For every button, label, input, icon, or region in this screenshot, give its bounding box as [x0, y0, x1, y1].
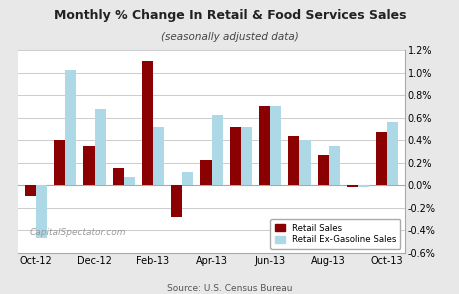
Bar: [258, 106, 269, 185]
Bar: [229, 127, 241, 185]
Bar: [94, 108, 106, 185]
Bar: [182, 172, 193, 185]
Bar: [328, 146, 339, 185]
Bar: [153, 127, 164, 185]
Text: Monthly % Change In Retail & Food Services Sales: Monthly % Change In Retail & Food Servic…: [54, 9, 405, 22]
Text: CapitalSpectator.com: CapitalSpectator.com: [30, 228, 126, 237]
Bar: [346, 185, 357, 188]
Text: (seasonally adjusted data): (seasonally adjusted data): [161, 32, 298, 42]
Bar: [211, 115, 222, 185]
Bar: [357, 185, 368, 188]
Bar: [142, 61, 153, 185]
Bar: [269, 106, 280, 185]
Bar: [65, 70, 76, 185]
Bar: [83, 146, 94, 185]
Bar: [112, 168, 123, 185]
Bar: [54, 140, 65, 185]
Bar: [386, 122, 397, 185]
Bar: [375, 132, 386, 185]
Bar: [241, 127, 252, 185]
Bar: [200, 161, 211, 185]
Bar: [317, 155, 328, 185]
Bar: [123, 177, 134, 185]
Bar: [299, 140, 310, 185]
Bar: [36, 185, 47, 238]
Bar: [171, 185, 182, 217]
Bar: [288, 136, 299, 185]
Text: Source: U.S. Census Bureau: Source: U.S. Census Bureau: [167, 283, 292, 293]
Legend: Retail Sales, Retail Ex-Gasoline Sales: Retail Sales, Retail Ex-Gasoline Sales: [270, 219, 400, 248]
Bar: [25, 185, 36, 196]
